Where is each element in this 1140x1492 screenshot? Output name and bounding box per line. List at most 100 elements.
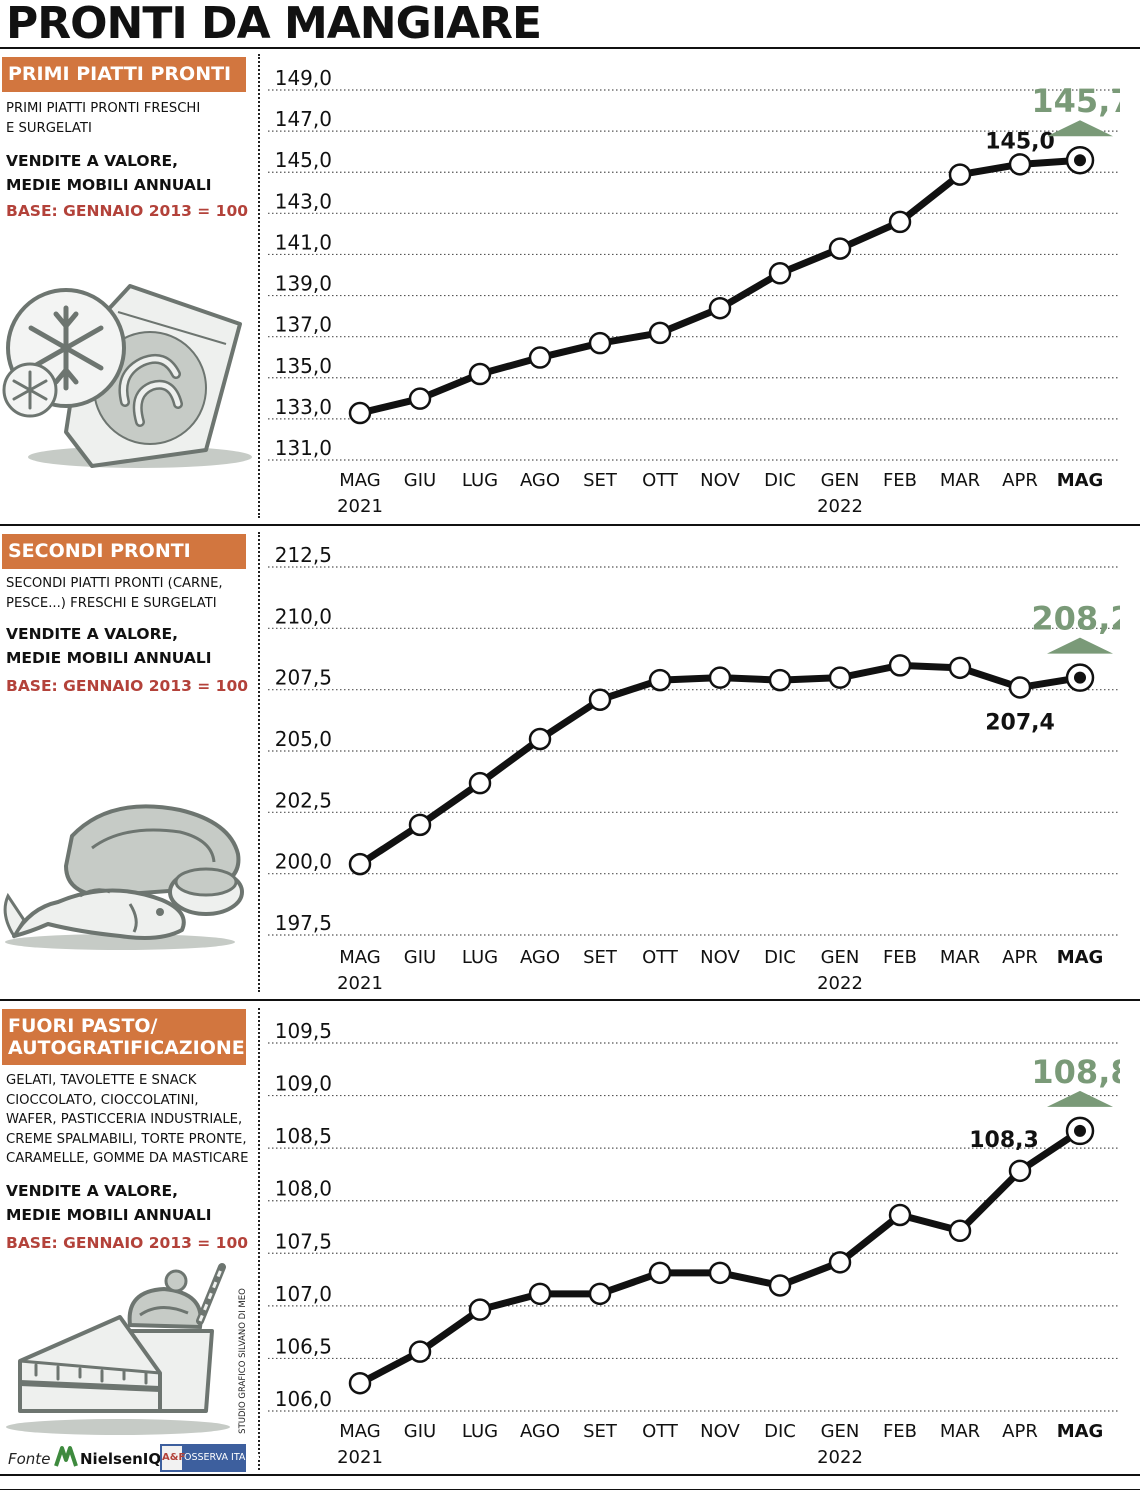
bottom-rule <box>0 1474 1140 1476</box>
data-point <box>468 1298 492 1321</box>
x-tick-label: LUG <box>462 1421 498 1442</box>
x-tick-label: MAG <box>1057 947 1104 968</box>
x-tick-label: GEN <box>821 1421 860 1442</box>
data-point <box>588 1282 612 1306</box>
x-tick-label: AGO <box>520 470 560 491</box>
sales-line: VENDITE A VALORE, <box>6 625 178 643</box>
data-point <box>408 1340 432 1363</box>
y-tick-label: 139,0 <box>275 272 332 296</box>
x-tick-label: FEB <box>883 947 917 968</box>
year-label: 2022 <box>817 1447 863 1468</box>
data-point <box>408 813 432 837</box>
x-tick-label: OTT <box>642 470 679 491</box>
increase-arrow-icon <box>1047 1090 1113 1107</box>
x-tick-label: AGO <box>520 947 560 968</box>
nielsen-logo-text: NielsenIQ <box>80 1450 162 1468</box>
subtitle-line: CIOCCOLATO, CIOCCOLATINI, <box>6 1092 199 1108</box>
data-point <box>828 1251 852 1274</box>
x-tick-label: MAG <box>339 947 380 968</box>
series-line <box>356 661 1084 868</box>
osserva-logo-mark: A&F <box>162 1446 185 1470</box>
sales-line: MEDIE MOBILI ANNUALI <box>6 649 212 667</box>
data-point <box>708 296 732 320</box>
panel-subtitle: GELATI, TAVOLETTE E SNACK CIOCCOLATO, CI… <box>6 1071 251 1169</box>
data-point <box>468 362 492 386</box>
top-rule <box>0 47 1140 49</box>
x-tick-label: GIU <box>404 470 436 491</box>
x-tick-label: SET <box>583 1421 618 1442</box>
x-tick-label: DIC <box>764 947 796 968</box>
y-tick-label: 107,0 <box>275 1282 332 1306</box>
data-point <box>408 387 432 410</box>
x-tick-label: FEB <box>883 1421 917 1442</box>
column-separator <box>258 54 260 518</box>
x-tick-label: NOV <box>700 947 740 968</box>
x-tick-label: GEN <box>821 947 860 968</box>
final-data-point-dot <box>1074 1124 1086 1137</box>
y-tick-label: 108,5 <box>275 1124 332 1148</box>
x-tick-label: OTT <box>642 947 679 968</box>
panel-base-note: BASE: GENNAIO 2013 = 100 <box>6 677 249 695</box>
x-tick-label: MAG <box>1057 1421 1104 1442</box>
y-tick-label: 135,0 <box>275 354 332 378</box>
x-tick-label: MAR <box>940 470 980 491</box>
panel-tag: FUORI PASTO/ AUTOGRATIFICAZIONE <box>2 1009 246 1065</box>
x-tick-label: MAG <box>339 470 380 491</box>
y-tick-label: 109,0 <box>275 1072 332 1096</box>
data-point <box>1008 676 1032 699</box>
x-tick-label: GEN <box>821 470 860 491</box>
data-point <box>468 771 492 795</box>
data-point <box>348 401 372 425</box>
x-tick-label: SET <box>583 947 618 968</box>
y-tick-label: 149,0 <box>275 66 332 90</box>
subtitle-line: WAFER, PASTICCERIA INDUSTRIALE, <box>6 1112 243 1127</box>
x-tick-label: MAR <box>940 947 980 968</box>
y-tick-label: 200,0 <box>275 850 332 874</box>
y-tick-label: 143,0 <box>275 189 332 213</box>
frozen-pasta-bag-icon <box>2 284 252 468</box>
year-label: 2021 <box>337 496 383 517</box>
x-tick-label: MAR <box>940 1421 980 1442</box>
data-point <box>828 666 852 689</box>
x-tick-label: MAG <box>339 1421 380 1442</box>
y-tick-label: 108,0 <box>275 1177 332 1201</box>
data-point <box>1008 1159 1032 1183</box>
cake-and-ice-cream-icon <box>6 1263 230 1435</box>
x-tick-label: NOV <box>700 1421 740 1442</box>
series-line <box>356 1127 1084 1387</box>
column-separator <box>258 1008 260 1470</box>
x-tick-label: APR <box>1002 1421 1038 1442</box>
data-point <box>768 1274 792 1297</box>
sales-line: VENDITE A VALORE, <box>6 152 178 170</box>
y-tick-label: 106,5 <box>275 1334 332 1358</box>
data-point <box>708 1261 732 1285</box>
panel-divider <box>0 999 1140 1001</box>
column-separator <box>258 532 260 992</box>
series-line <box>356 156 1084 417</box>
y-tick-label: 107,5 <box>275 1229 332 1253</box>
fonte-label: Fonte <box>8 1450 51 1468</box>
panel-subtitle: SECONDI PIATTI PRONTI (CARNE, PESCE...) … <box>6 574 251 613</box>
x-tick-label: MAG <box>1057 470 1104 491</box>
bottom-rule-thin <box>0 1489 1140 1490</box>
data-point <box>948 1219 972 1243</box>
subtitle-line: GELATI, TAVOLETTE E SNACK <box>6 1073 197 1088</box>
y-tick-label: 145,0 <box>275 148 332 172</box>
y-tick-label: 141,0 <box>275 230 332 254</box>
panel-tag: PRIMI PIATTI PRONTI <box>2 57 246 92</box>
y-tick-label: 133,0 <box>275 395 332 419</box>
osserva-italia-logo: A&F OSSERVA ITALIA <box>160 1444 260 1472</box>
x-tick-label: NOV <box>700 470 740 491</box>
y-tick-label: 202,5 <box>275 788 332 812</box>
data-point <box>828 237 852 260</box>
data-point <box>948 163 972 186</box>
data-point <box>528 346 552 369</box>
sales-line: MEDIE MOBILI ANNUALI <box>6 1206 212 1224</box>
y-tick-label: 147,0 <box>275 107 332 131</box>
final-value-label: 145,7 <box>1031 82 1120 120</box>
x-tick-label: AGO <box>520 1421 560 1442</box>
panel-tag-line: SECONDI PRONTI <box>8 540 191 562</box>
panel-tag: SECONDI PRONTI <box>2 534 246 569</box>
data-point <box>888 654 912 677</box>
x-tick-label: APR <box>1002 470 1038 491</box>
